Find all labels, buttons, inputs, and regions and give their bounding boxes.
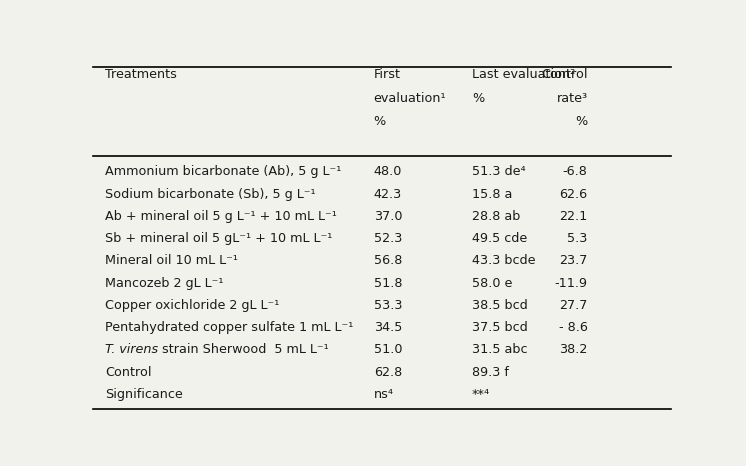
- Text: Mineral oil 10 mL L⁻¹: Mineral oil 10 mL L⁻¹: [104, 254, 238, 267]
- Text: -6.8: -6.8: [562, 165, 588, 178]
- Text: Mancozeb 2 gL L⁻¹: Mancozeb 2 gL L⁻¹: [104, 277, 223, 289]
- Text: 38.5 bcd: 38.5 bcd: [472, 299, 527, 312]
- Text: 51.8: 51.8: [374, 277, 402, 289]
- Text: 34.5: 34.5: [374, 321, 402, 334]
- Text: Treatments: Treatments: [104, 69, 177, 82]
- Text: evaluation¹: evaluation¹: [374, 92, 446, 105]
- Text: Control: Control: [104, 366, 151, 378]
- Text: 37.0: 37.0: [374, 210, 402, 223]
- Text: 51.0: 51.0: [374, 343, 402, 356]
- Text: 56.8: 56.8: [374, 254, 402, 267]
- Text: Last evaluation²: Last evaluation²: [472, 69, 575, 82]
- Text: 43.3 bcde: 43.3 bcde: [472, 254, 536, 267]
- Text: 52.3: 52.3: [374, 232, 402, 245]
- Text: 42.3: 42.3: [374, 188, 402, 200]
- Text: Sodium bicarbonate (Sb), 5 g L⁻¹: Sodium bicarbonate (Sb), 5 g L⁻¹: [104, 188, 316, 200]
- Text: 53.3: 53.3: [374, 299, 402, 312]
- Text: **⁴: **⁴: [472, 388, 490, 401]
- Text: Control: Control: [541, 69, 588, 82]
- Text: 48.0: 48.0: [374, 165, 402, 178]
- Text: ns⁴: ns⁴: [374, 388, 394, 401]
- Text: Pentahydrated copper sulfate 1 mL L⁻¹: Pentahydrated copper sulfate 1 mL L⁻¹: [104, 321, 353, 334]
- Text: T. virens: T. virens: [104, 343, 158, 356]
- Text: Ammonium bicarbonate (Ab), 5 g L⁻¹: Ammonium bicarbonate (Ab), 5 g L⁻¹: [104, 165, 341, 178]
- Text: 62.6: 62.6: [560, 188, 588, 200]
- Text: 5.3: 5.3: [567, 232, 588, 245]
- Text: %: %: [575, 115, 588, 128]
- Text: %: %: [374, 115, 386, 128]
- Text: 27.7: 27.7: [560, 299, 588, 312]
- Text: 31.5 abc: 31.5 abc: [472, 343, 527, 356]
- Text: First: First: [374, 69, 401, 82]
- Text: Ab + mineral oil 5 g L⁻¹ + 10 mL L⁻¹: Ab + mineral oil 5 g L⁻¹ + 10 mL L⁻¹: [104, 210, 336, 223]
- Text: Significance: Significance: [104, 388, 183, 401]
- Text: 49.5 cde: 49.5 cde: [472, 232, 527, 245]
- Text: 38.2: 38.2: [560, 343, 588, 356]
- Text: 22.1: 22.1: [560, 210, 588, 223]
- Text: Sb + mineral oil 5 gL⁻¹ + 10 mL L⁻¹: Sb + mineral oil 5 gL⁻¹ + 10 mL L⁻¹: [104, 232, 332, 245]
- Text: rate³: rate³: [557, 92, 588, 105]
- Text: 15.8 a: 15.8 a: [472, 188, 513, 200]
- Text: %: %: [472, 92, 484, 105]
- Text: 28.8 ab: 28.8 ab: [472, 210, 520, 223]
- Text: 89.3 f: 89.3 f: [472, 366, 509, 378]
- Text: 62.8: 62.8: [374, 366, 402, 378]
- Text: Copper oxichloride 2 gL L⁻¹: Copper oxichloride 2 gL L⁻¹: [104, 299, 279, 312]
- Text: 23.7: 23.7: [560, 254, 588, 267]
- Text: - 8.6: - 8.6: [559, 321, 588, 334]
- Text: strain Sherwood  5 mL L⁻¹: strain Sherwood 5 mL L⁻¹: [158, 343, 329, 356]
- Text: -11.9: -11.9: [554, 277, 588, 289]
- Text: 37.5 bcd: 37.5 bcd: [472, 321, 527, 334]
- Text: 51.3 de⁴: 51.3 de⁴: [472, 165, 526, 178]
- Text: 58.0 e: 58.0 e: [472, 277, 513, 289]
